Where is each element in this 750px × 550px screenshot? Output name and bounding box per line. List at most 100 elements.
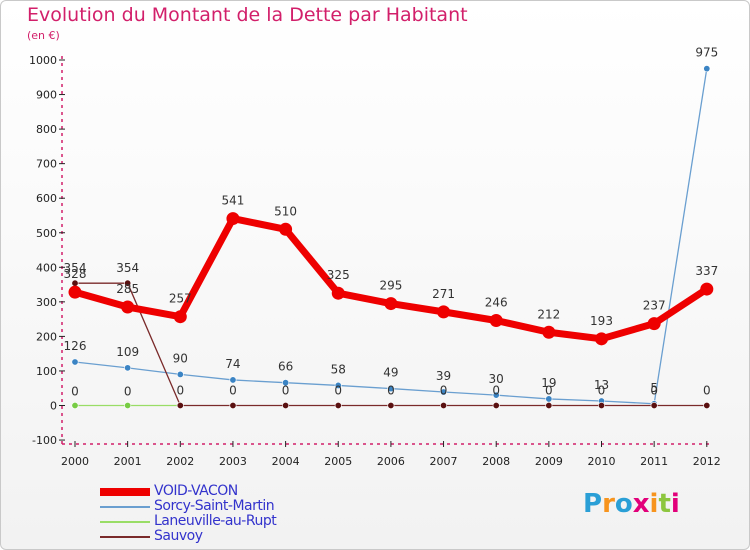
data-point — [71, 401, 79, 409]
legend-swatch — [100, 488, 150, 496]
legend-label: Sauvoy — [154, 528, 203, 544]
data-point — [492, 391, 500, 399]
x-tick-label: 2009 — [535, 455, 563, 468]
x-tick-label: 2003 — [219, 455, 247, 468]
legend-label: VOID-VACON — [154, 483, 238, 499]
x-tick-label: 2007 — [430, 455, 458, 468]
data-label: 30 — [489, 372, 504, 386]
logo-letter: r — [602, 489, 615, 519]
data-label: 541 — [221, 194, 244, 208]
data-label: 0 — [545, 384, 553, 398]
data-point — [440, 401, 448, 409]
logo-letter: t — [658, 489, 671, 519]
y-tick-label: 100 — [36, 365, 57, 378]
data-label: 0 — [492, 384, 500, 398]
legend-label: Laneuville-au-Rupt — [154, 513, 277, 529]
data-point — [334, 401, 342, 409]
data-point — [384, 297, 398, 311]
series-line — [74, 67, 708, 405]
x-tick-label: 2006 — [377, 455, 405, 468]
data-point — [440, 388, 448, 396]
x-tick-label: 2010 — [588, 455, 616, 468]
data-point — [387, 401, 395, 409]
data-label: 0 — [71, 385, 79, 399]
data-label: 0 — [334, 384, 342, 398]
x-tick-label: 2008 — [482, 455, 510, 468]
legend-label: Sorcy-Saint-Martin — [154, 498, 275, 514]
data-label: 337 — [695, 264, 718, 278]
data-point — [121, 300, 135, 314]
logo-letter: o — [614, 489, 633, 519]
data-point — [492, 401, 500, 409]
data-label: 0 — [124, 385, 132, 399]
data-label: 257 — [169, 292, 192, 306]
data-point — [124, 401, 132, 409]
data-point — [71, 358, 79, 366]
data-label: 58 — [331, 362, 346, 376]
data-label: 0 — [440, 384, 448, 398]
data-label: 126 — [64, 339, 87, 353]
data-label: 5 — [650, 381, 658, 395]
data-point — [703, 401, 711, 409]
data-point — [437, 305, 451, 319]
data-point — [597, 401, 605, 409]
data-point — [542, 325, 556, 339]
data-label: 354 — [116, 261, 139, 275]
data-label: 74 — [225, 357, 240, 371]
y-tick-label: 900 — [36, 89, 57, 102]
logo-letter: x — [632, 489, 650, 519]
data-label: 212 — [537, 307, 560, 321]
chart-unit-label: (en €) — [27, 29, 60, 42]
x-tick-label: 2000 — [61, 455, 89, 468]
data-point — [226, 212, 240, 226]
data-label: 39 — [436, 369, 451, 383]
legend-swatch — [100, 536, 150, 538]
data-label: 285 — [116, 282, 139, 296]
data-point — [387, 385, 395, 393]
x-tick-label: 2005 — [324, 455, 352, 468]
chart-title: Evolution du Montant de la Dette par Hab… — [27, 4, 468, 26]
data-point — [489, 314, 503, 328]
logo-letter: i — [649, 489, 659, 519]
data-point — [124, 279, 132, 287]
legend-swatch — [100, 506, 150, 508]
data-point — [173, 310, 187, 324]
y-tick-label: 1000 — [29, 54, 57, 67]
data-label: 0 — [703, 384, 711, 398]
y-tick-label: 200 — [36, 330, 57, 343]
y-tick-label: -100 — [32, 434, 57, 447]
logo-letter: i — [670, 489, 680, 519]
x-tick-label: 2011 — [640, 455, 668, 468]
data-label: 295 — [379, 279, 402, 293]
data-point — [282, 401, 290, 409]
data-label: 271 — [432, 287, 455, 301]
x-tick-label: 2012 — [693, 455, 721, 468]
data-label: 510 — [274, 204, 297, 218]
data-point — [176, 401, 184, 409]
data-label: 237 — [643, 299, 666, 313]
data-point — [124, 364, 132, 372]
y-tick-label: 600 — [36, 192, 57, 205]
data-label: 325 — [327, 268, 350, 282]
data-label: 19 — [541, 376, 556, 390]
data-point — [229, 376, 237, 384]
data-label: 90 — [173, 351, 188, 365]
legend-swatch — [100, 521, 150, 523]
y-tick-label: 400 — [36, 261, 57, 274]
logo-letter: P — [583, 489, 603, 519]
x-tick-label: 2001 — [114, 455, 142, 468]
data-label: 193 — [590, 314, 613, 328]
data-label: 975 — [695, 46, 718, 60]
data-label: 0 — [387, 384, 395, 398]
data-point — [229, 401, 237, 409]
data-label: 0 — [282, 384, 290, 398]
data-label: 354 — [64, 261, 87, 275]
data-label: 246 — [485, 296, 508, 310]
data-point — [282, 379, 290, 387]
data-point — [650, 401, 658, 409]
data-label: 0 — [229, 384, 237, 398]
data-label: 109 — [116, 345, 139, 359]
data-point — [703, 65, 711, 73]
